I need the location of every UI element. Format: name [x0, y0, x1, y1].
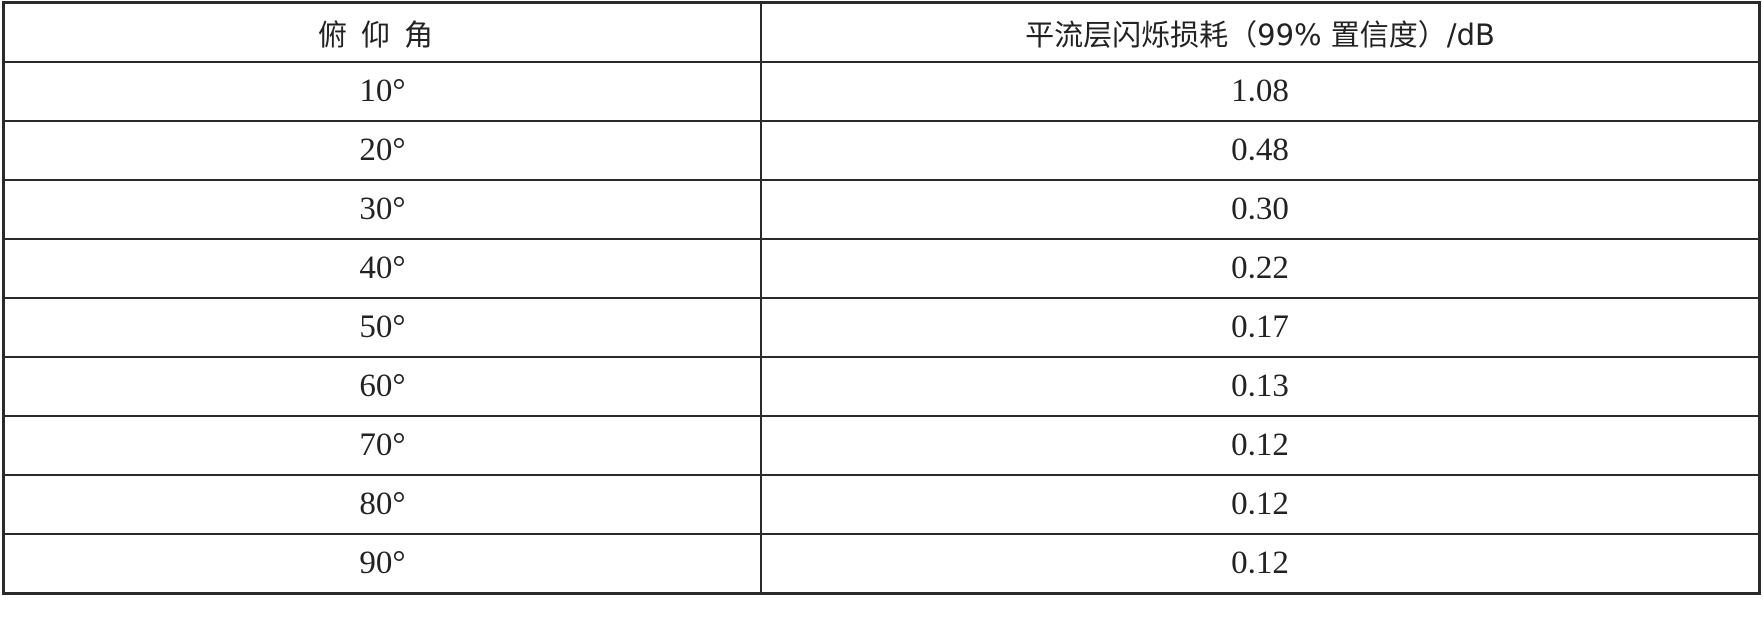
loss-value-cell: 0.13 [760, 356, 1761, 417]
table-row: 90° 0.12 [2, 533, 1761, 595]
elevation-angle-cell: 40° [2, 238, 762, 299]
elevation-angle-cell: 60° [2, 356, 762, 417]
loss-value-cell: 0.12 [760, 415, 1761, 476]
table-row: 60° 0.13 [2, 356, 1761, 417]
elevation-angle-cell: 70° [2, 415, 762, 476]
elevation-angle-cell: 10° [2, 61, 762, 122]
table-row: 40° 0.22 [2, 238, 1761, 299]
scintillation-loss-table: 俯仰角 平流层闪烁损耗（99% 置信度）/dB 10° 1.08 20° 0.48 30… [2, 1, 1761, 595]
loss-value-cell: 0.48 [760, 120, 1761, 181]
header-scintillation-loss: 平流层闪烁损耗（99% 置信度）/dB [760, 1, 1761, 63]
table-row: 10° 1.08 [2, 61, 1761, 122]
table-row: 50° 0.17 [2, 297, 1761, 358]
table-row: 70° 0.12 [2, 415, 1761, 476]
loss-value-cell: 0.30 [760, 179, 1761, 240]
elevation-angle-cell: 50° [2, 297, 762, 358]
table-row: 30° 0.30 [2, 179, 1761, 240]
elevation-angle-cell: 30° [2, 179, 762, 240]
loss-value-cell: 0.17 [760, 297, 1761, 358]
elevation-angle-cell: 20° [2, 120, 762, 181]
elevation-angle-cell: 90° [2, 533, 762, 595]
loss-value-cell: 0.22 [760, 238, 1761, 299]
header-elevation-angle: 俯仰角 [2, 1, 762, 63]
table-row: 80° 0.12 [2, 474, 1761, 535]
elevation-angle-cell: 80° [2, 474, 762, 535]
header-row: 俯仰角 平流层闪烁损耗（99% 置信度）/dB [2, 1, 1761, 63]
loss-value-cell: 1.08 [760, 61, 1761, 122]
loss-value-cell: 0.12 [760, 474, 1761, 535]
loss-value-cell: 0.12 [760, 533, 1761, 595]
table-row: 20° 0.48 [2, 120, 1761, 181]
